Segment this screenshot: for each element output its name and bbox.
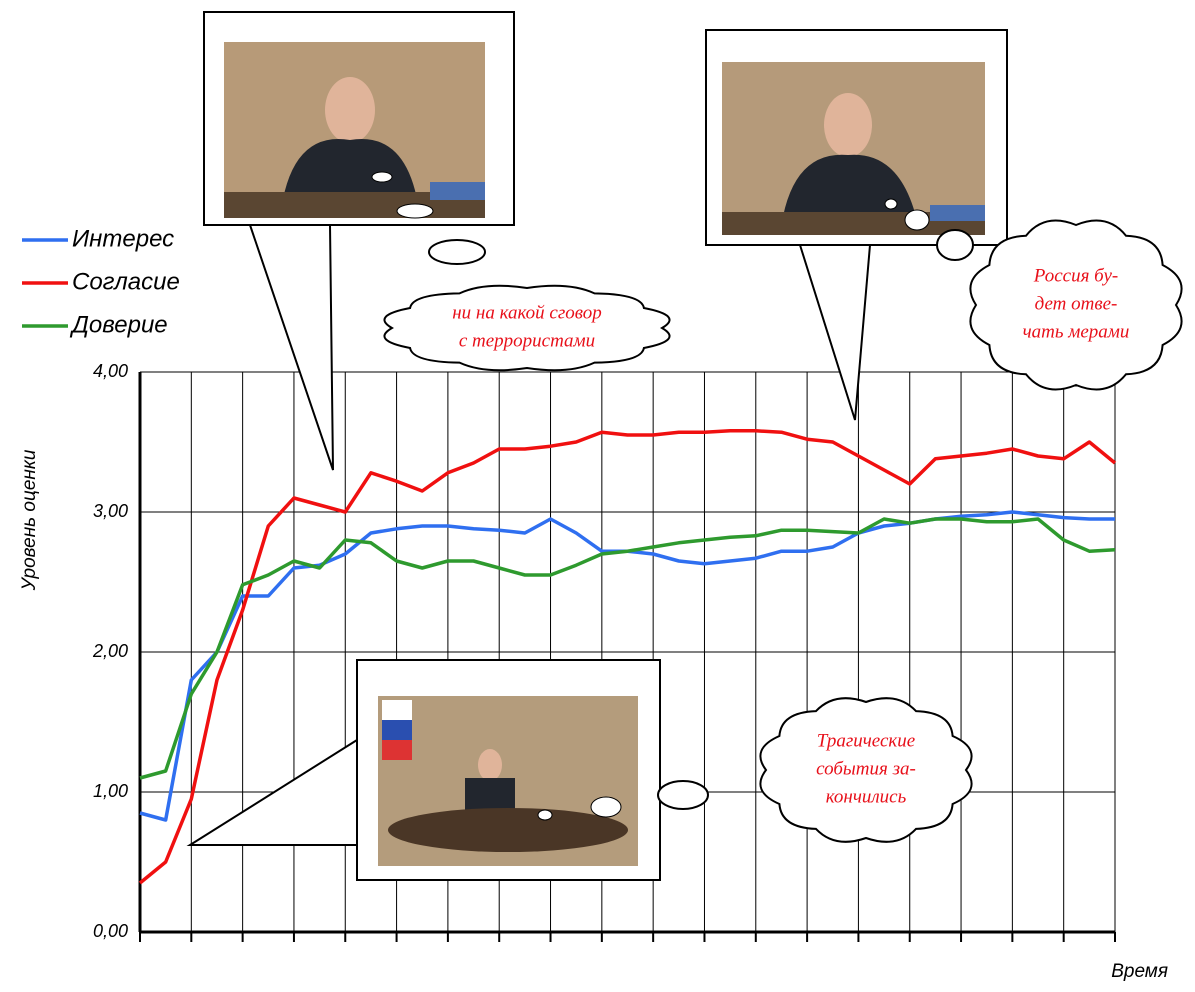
- x-axis-label: Время: [1111, 961, 1168, 982]
- legend: Интерес Согласие Доверие: [22, 225, 180, 338]
- lines: [138, 429, 1117, 885]
- callout-photo: [186, 659, 709, 881]
- series-line: [138, 429, 1117, 885]
- legend-label: Интерес: [72, 225, 174, 252]
- annotation-text: Россия бу-: [1033, 265, 1118, 286]
- y-tick-label: 0,00: [93, 921, 128, 941]
- thought-cloud: [759, 697, 973, 843]
- callout-photo: [705, 29, 1008, 421]
- annotation-text: кончились: [826, 786, 907, 807]
- thought-cloud: [969, 219, 1183, 391]
- series-line: [139, 517, 1116, 780]
- annotation-text: Трагические: [817, 730, 916, 751]
- annotation-text: с террористами: [459, 330, 595, 351]
- callout-photo: [203, 11, 515, 471]
- legend-label: Доверие: [69, 311, 168, 338]
- annotation-text: события за-: [816, 758, 916, 779]
- annotation-text: ни на какой сговор: [452, 302, 602, 323]
- y-tick-label: 2,00: [92, 641, 128, 661]
- thought-cloud: [383, 284, 671, 372]
- y-tick-label: 4,00: [93, 361, 128, 381]
- y-axis-label: Уровень оценки: [19, 449, 40, 591]
- grid: 0,00 1,00 2,00 3,00 4,00: [92, 361, 1116, 942]
- clouds: ни на какой сговор с террористами Россия б…: [383, 219, 1183, 843]
- y-tick-label: 3,00: [93, 501, 128, 521]
- annotation-text: дет отве-: [1035, 293, 1118, 314]
- legend-label: Согласие: [72, 268, 180, 295]
- y-tick-label: 1,00: [93, 781, 128, 801]
- annotation-text: чать мерами: [1023, 321, 1130, 342]
